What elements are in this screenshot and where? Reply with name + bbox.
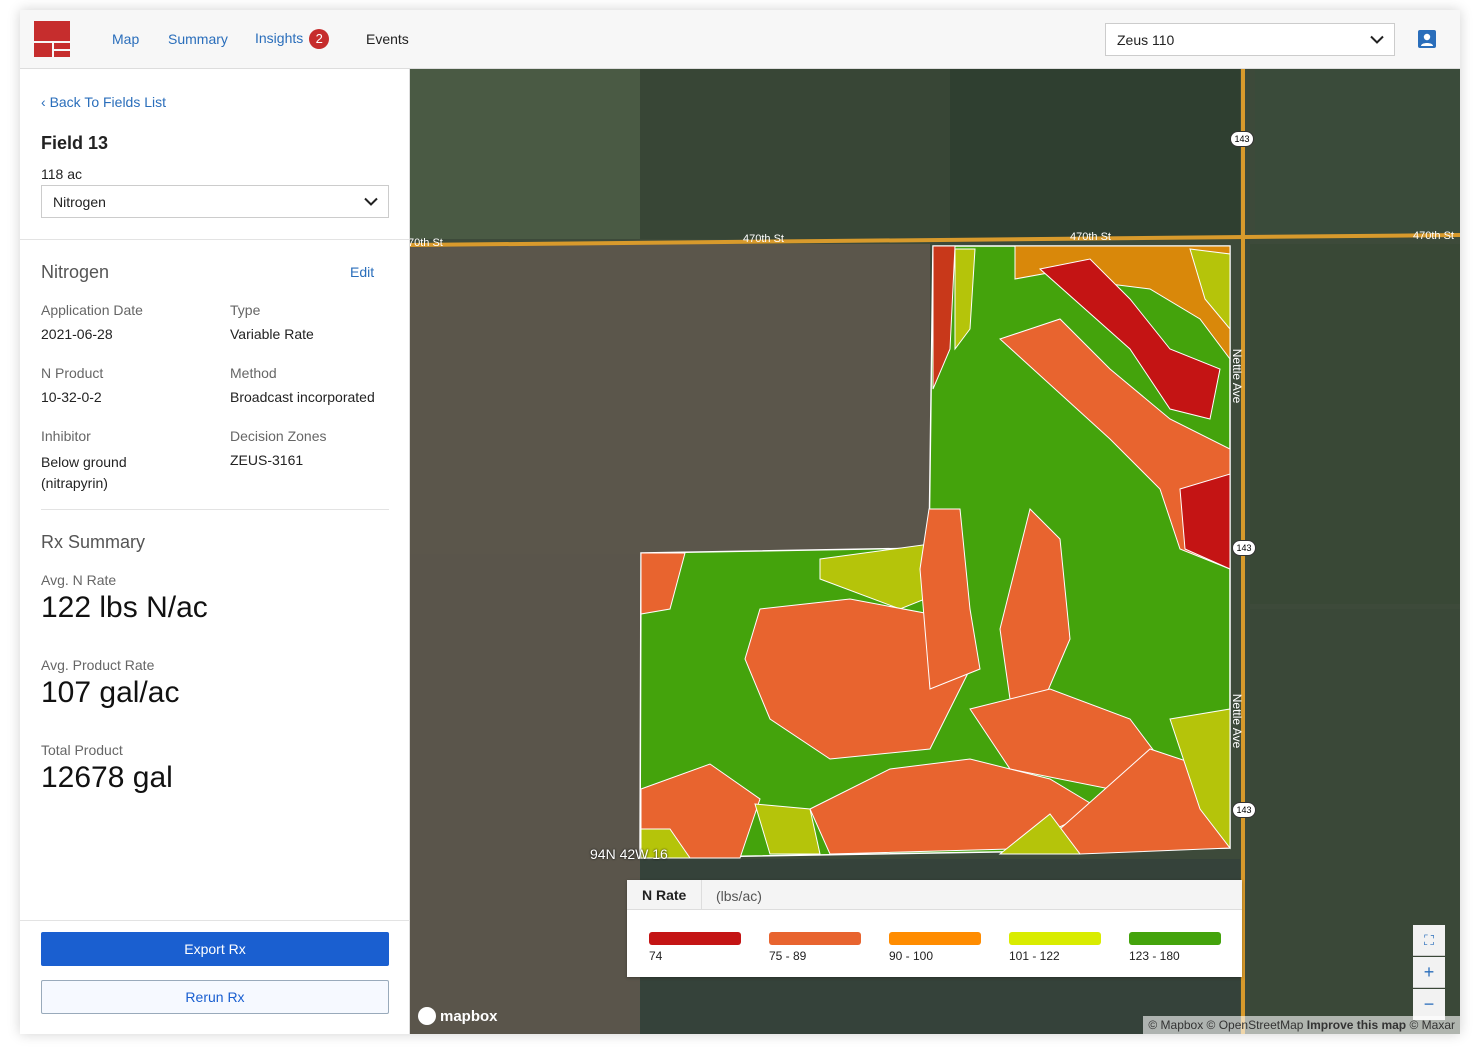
mapbox-icon bbox=[418, 1007, 436, 1025]
legend-swatch bbox=[1129, 932, 1221, 945]
machine-select[interactable]: Zeus 110 bbox=[1105, 23, 1395, 56]
map-view[interactable]: 70th St 470th St 470th St 470th St Nettl… bbox=[410, 69, 1460, 1034]
stat-label: Total Product bbox=[41, 742, 123, 758]
nav-summary[interactable]: Summary bbox=[168, 31, 228, 47]
route-shield: 143 bbox=[1232, 540, 1256, 556]
legend-label: 101 - 122 bbox=[1009, 949, 1060, 963]
route-shield: 143 bbox=[1230, 131, 1254, 147]
layer-select[interactable]: Nitrogen bbox=[41, 185, 389, 218]
mapbox-wordmark: mapbox bbox=[440, 1007, 498, 1025]
detail-label: Method bbox=[230, 365, 277, 381]
detail-label: Application Date bbox=[41, 302, 143, 318]
brand-logo[interactable] bbox=[34, 21, 70, 57]
map-attribution: © Mapbox © OpenStreetMap Improve this ma… bbox=[1143, 1016, 1460, 1034]
zoom-out-button[interactable]: − bbox=[1413, 989, 1445, 1020]
chevron-left-icon: ‹ bbox=[41, 94, 50, 110]
detail-label: N Product bbox=[41, 365, 104, 381]
divider bbox=[41, 509, 389, 510]
legend-label: 74 bbox=[649, 949, 663, 963]
stat-value: 107 gal/ac bbox=[41, 676, 180, 709]
divider bbox=[20, 920, 410, 921]
layer-select-value: Nitrogen bbox=[53, 193, 106, 210]
section-title: Nitrogen bbox=[41, 262, 110, 282]
top-nav: Map Summary Insights 2 Events Zeus 110 bbox=[20, 10, 1460, 69]
user-account-icon[interactable] bbox=[1418, 30, 1436, 48]
legend-swatch bbox=[889, 932, 981, 945]
edit-button[interactable]: Edit bbox=[350, 264, 375, 280]
rx-summary-title: Rx Summary bbox=[41, 532, 146, 552]
legend-label: 75 - 89 bbox=[769, 949, 807, 963]
detail-value: 10-32-0-2 bbox=[41, 389, 102, 405]
detail-value: Broadcast incorporated bbox=[230, 389, 375, 405]
back-label: Back To Fields List bbox=[49, 94, 167, 110]
road-label: 470th St bbox=[1070, 231, 1111, 243]
app-window: Map Summary Insights 2 Events Zeus 110 ‹ … bbox=[20, 10, 1460, 1034]
road-label: Nettle Ave bbox=[1230, 693, 1245, 749]
maxar-attribution[interactable]: © Maxar bbox=[1409, 1018, 1455, 1032]
field-acres: 118 ac bbox=[41, 166, 82, 182]
machine-select-value: Zeus 110 bbox=[1117, 31, 1175, 48]
legend-title: N Rate bbox=[627, 880, 702, 910]
zoom-in-button[interactable]: + bbox=[1413, 957, 1445, 988]
detail-value: Below ground (nitrapyrin) bbox=[41, 454, 127, 491]
plus-icon: + bbox=[1423, 962, 1435, 982]
nav-insights-label: Insights bbox=[255, 30, 304, 46]
stat-value: 12678 gal bbox=[41, 761, 173, 794]
focus-icon: ⛶ bbox=[1424, 932, 1434, 948]
detail-label: Inhibitor bbox=[41, 428, 91, 444]
road-label: 70th St bbox=[410, 237, 443, 249]
nrate-zones[interactable] bbox=[639, 245, 1231, 859]
legend-label: 90 - 100 bbox=[889, 949, 934, 963]
stat-label: Avg. N Rate bbox=[41, 572, 117, 588]
road-label: Nettle Ave bbox=[1230, 348, 1245, 404]
legend-swatch bbox=[649, 932, 741, 945]
rerun-rx-button[interactable]: Rerun Rx bbox=[41, 980, 389, 1014]
detail-value: ZEUS-3161 bbox=[230, 452, 304, 468]
detail-value: 2021-06-28 bbox=[41, 326, 113, 342]
road-label: 470th St bbox=[743, 233, 784, 245]
nav-insights[interactable]: Insights 2 bbox=[255, 29, 330, 49]
route-shield: 143 bbox=[1232, 802, 1256, 818]
back-to-fields-link[interactable]: ‹ Back To Fields List bbox=[41, 94, 166, 110]
improve-map-link[interactable]: Improve this map bbox=[1306, 1018, 1407, 1032]
field-name: Field 13 bbox=[41, 133, 109, 153]
sidebar: ‹ Back To Fields List Field 13 118 ac Ni… bbox=[20, 69, 410, 1034]
insights-badge: 2 bbox=[309, 29, 330, 49]
road-label: 470th St bbox=[1413, 230, 1454, 242]
detail-value: Variable Rate bbox=[230, 326, 314, 342]
nrate-legend: N Rate (lbs/ac) 74 75 - 89 90 - 100 101 … bbox=[627, 880, 1242, 977]
mapbox-logo[interactable]: mapbox bbox=[418, 1007, 498, 1025]
legend-swatch bbox=[1009, 932, 1101, 945]
nav-events[interactable]: Events bbox=[366, 31, 409, 47]
divider bbox=[20, 239, 410, 240]
detail-label: Type bbox=[230, 302, 261, 318]
export-rx-button[interactable]: Export Rx bbox=[41, 932, 389, 966]
legend-unit: (lbs/ac) bbox=[702, 880, 1242, 910]
legend-label: 123 - 180 bbox=[1129, 949, 1180, 963]
legend-swatch bbox=[769, 932, 861, 945]
stat-value: 122 lbs N/ac bbox=[41, 591, 208, 624]
stat-label: Avg. Product Rate bbox=[41, 657, 155, 673]
minus-icon: − bbox=[1423, 994, 1435, 1014]
section-label: 94N 42W 16 bbox=[590, 846, 668, 862]
detail-label: Decision Zones bbox=[230, 428, 327, 444]
fit-bounds-button[interactable]: ⛶ bbox=[1413, 925, 1445, 956]
chevron-down-icon bbox=[364, 197, 378, 206]
nav-map[interactable]: Map bbox=[112, 31, 140, 47]
chevron-down-icon bbox=[1370, 35, 1384, 44]
attribution-text[interactable]: © Mapbox © OpenStreetMap bbox=[1148, 1018, 1304, 1032]
